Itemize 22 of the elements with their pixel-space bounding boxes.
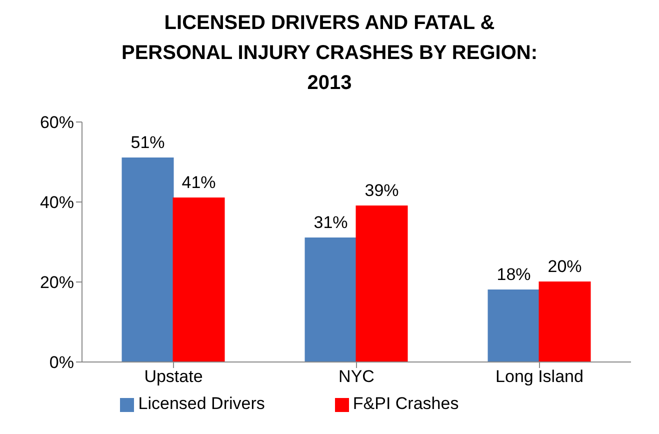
y-tick-label: 20% bbox=[40, 273, 74, 292]
chart-title: LICENSED DRIVERS AND FATAL & PERSONAL INJURY CRASHES BY REGION: 2013 bbox=[120, 11, 538, 96]
data-label: 31% bbox=[314, 213, 348, 232]
bar bbox=[356, 206, 408, 362]
bar bbox=[488, 290, 540, 362]
bar bbox=[304, 238, 357, 362]
y-tick-label: 60% bbox=[40, 113, 74, 132]
data-label: 51% bbox=[130, 133, 165, 152]
bar bbox=[538, 282, 591, 362]
bar bbox=[122, 158, 174, 362]
data-label: 39% bbox=[364, 181, 399, 200]
bar bbox=[172, 198, 225, 362]
data-label: 41% bbox=[182, 173, 216, 192]
data-label: 20% bbox=[548, 257, 582, 276]
legend-label: F&PI Crashes bbox=[352, 394, 459, 413]
x-tick-label: Upstate bbox=[144, 367, 203, 386]
legend-label: Licensed Drivers bbox=[138, 394, 265, 413]
y-tick-label: 40% bbox=[40, 193, 74, 212]
x-tick-label: Long Island bbox=[496, 367, 584, 386]
data-label: 18% bbox=[496, 265, 531, 284]
y-tick-label: 0% bbox=[49, 353, 74, 372]
x-tick-label: NYC bbox=[338, 367, 374, 386]
